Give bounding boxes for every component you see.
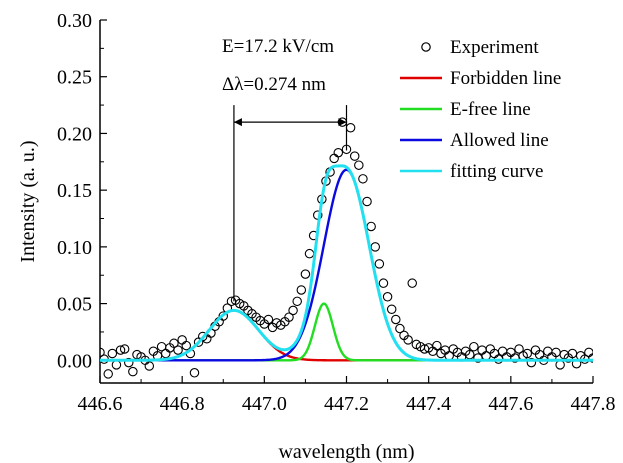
data-point — [522, 348, 533, 359]
data-point — [300, 269, 311, 279]
y-tick-label: 0.05 — [57, 294, 92, 316]
x-axis-title: wavelength (nm) — [278, 441, 414, 463]
x-tick-label: 447.4 — [406, 393, 451, 415]
fitting-curve-curve — [100, 164, 593, 362]
data-point — [354, 160, 364, 170]
data-point — [284, 312, 294, 322]
x-tick-label: 447.2 — [324, 393, 369, 415]
data-point — [119, 344, 130, 354]
data-point — [333, 147, 344, 158]
data-point — [543, 346, 553, 356]
x-tick-label: 446.8 — [160, 393, 205, 415]
data-point — [526, 357, 537, 368]
x-tick-label: 447.0 — [242, 393, 287, 415]
data-point — [218, 311, 229, 321]
data-point — [514, 344, 524, 354]
data-point — [584, 347, 593, 358]
data-point — [128, 366, 138, 377]
data-point — [349, 151, 360, 161]
delta-arrow-head-left — [233, 118, 242, 127]
y-tick-label: 0.10 — [57, 237, 92, 259]
legend-label-fitting-curve: fitting curve — [450, 161, 543, 182]
data-point — [169, 338, 179, 349]
legend-label-forbidden-line: Forbidden line — [450, 68, 561, 89]
data-point — [366, 221, 376, 232]
data-point — [407, 278, 417, 288]
data-point — [370, 242, 381, 252]
y-tick-label: 0.30 — [57, 10, 92, 32]
legend-label-experiment: Experiment — [450, 37, 539, 58]
data-point — [181, 340, 192, 351]
legend-marker-experiment — [421, 42, 431, 52]
data-point — [173, 345, 183, 355]
data-point — [296, 285, 307, 295]
data-point — [160, 348, 171, 359]
data-point — [358, 174, 368, 184]
data-point — [189, 368, 200, 378]
data-point — [177, 335, 187, 345]
data-point — [403, 335, 413, 345]
data-point — [345, 123, 356, 133]
data-point — [292, 296, 302, 307]
data-point — [107, 348, 118, 359]
data-point — [288, 305, 298, 316]
data-point — [555, 360, 565, 370]
data-point — [395, 323, 405, 334]
data-point — [378, 278, 389, 288]
data-point — [497, 346, 508, 356]
data-point — [304, 248, 315, 259]
y-tick-label: 0.15 — [57, 180, 92, 202]
x-tick-label: 447.8 — [571, 393, 616, 415]
data-point — [329, 153, 339, 164]
legend-label-allowed-line: Allowed line — [450, 130, 549, 151]
data-point — [391, 314, 401, 325]
delta-arrow-head-right — [338, 118, 347, 127]
delta-annotation: Δλ=0.274 nm — [222, 74, 326, 95]
data-point — [124, 357, 134, 368]
data-point — [588, 353, 593, 363]
x-tick-label: 446.6 — [78, 393, 123, 415]
data-point — [263, 314, 274, 325]
data-point — [100, 347, 105, 358]
data-point — [382, 292, 393, 302]
data-point — [103, 369, 113, 379]
data-point — [386, 304, 397, 315]
y-tick-label: 0.20 — [57, 123, 92, 145]
data-point — [115, 345, 126, 355]
y-tick-label: 0.00 — [57, 350, 92, 372]
y-axis-title: Intensity (a. u.) — [17, 140, 39, 262]
data-point — [362, 196, 372, 207]
field-annotation: E=17.2 kV/cm — [222, 36, 334, 57]
data-point — [111, 360, 122, 370]
data-point — [432, 340, 442, 351]
allowed-line-curve — [100, 168, 593, 362]
x-tick-label: 447.6 — [488, 393, 533, 415]
legend-label-e-free-line: E-free line — [450, 99, 531, 120]
data-point — [374, 259, 385, 269]
data-point — [144, 361, 155, 371]
data-point — [469, 341, 479, 352]
data-point — [477, 345, 487, 355]
y-tick-label: 0.25 — [57, 67, 92, 89]
